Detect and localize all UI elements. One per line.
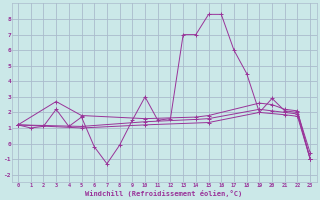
X-axis label: Windchill (Refroidissement éolien,°C): Windchill (Refroidissement éolien,°C) <box>85 190 243 197</box>
